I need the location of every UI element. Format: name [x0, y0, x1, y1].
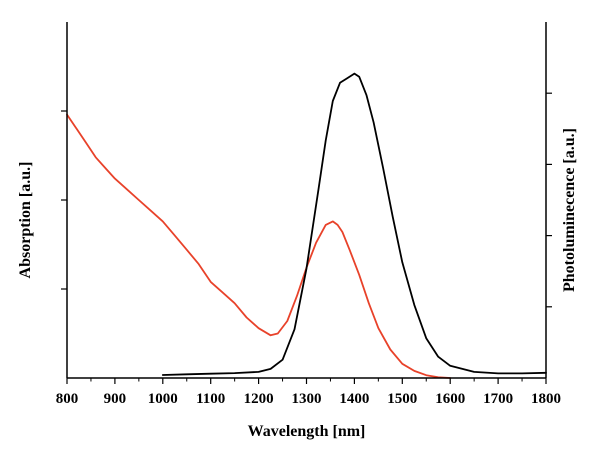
left-y-axis-title: Absorption [a.u.] — [17, 162, 34, 279]
absorption-series-line — [66, 113, 452, 379]
x-tick-label: 1700 — [483, 391, 513, 407]
x-tick-label: 800 — [56, 391, 79, 407]
tick-labels-layer: 800 900 1000 1100 1200 1300 1400 1500 1600 1700 18… — [56, 391, 561, 407]
x-tick-label: 1100 — [196, 391, 225, 407]
right-y-axis-title: Photoluminecence [a.u.] — [561, 128, 578, 292]
photoluminescence-series-line — [161, 72, 547, 376]
x-tick-label: 1200 — [244, 391, 274, 407]
x-tick-label: 1600 — [435, 391, 465, 407]
x-tick-label: 1000 — [148, 391, 178, 407]
x-tick-label: 900 — [104, 391, 127, 407]
x-tick-label: 1300 — [292, 391, 322, 407]
x-tick-label: 1800 — [531, 391, 561, 407]
series-layer — [66, 72, 547, 379]
x-axis-title: Wavelength [nm] — [248, 423, 366, 440]
ticks-layer — [61, 92, 552, 384]
x-tick-label: 1400 — [339, 391, 369, 407]
x-tick-label: 1500 — [387, 391, 417, 407]
